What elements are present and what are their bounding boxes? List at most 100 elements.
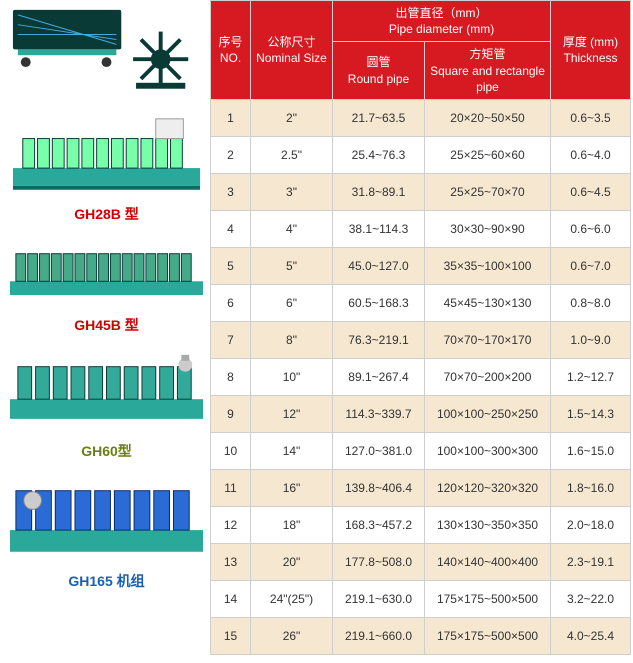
cell-no: 13 xyxy=(211,543,251,580)
table-row: 1424"(25")219.1~630.0175×175~500×5003.2~… xyxy=(211,580,631,617)
header-nominal: 公称尺寸Nominal Size xyxy=(251,1,333,100)
table-row: 1218"168.3~457.2130×130~350×3502.0~18.0 xyxy=(211,506,631,543)
machine-2-image xyxy=(8,234,205,308)
machine-4: GH165 机组 xyxy=(8,471,205,592)
table-row: 1320"177.8~508.0140×140~400×4002.3~19.1 xyxy=(211,543,631,580)
table-row: 78"76.3~219.170×70~170×1701.0~9.0 xyxy=(211,321,631,358)
cell-th: 0.6~7.0 xyxy=(551,247,631,284)
cell-rp: 76.3~219.1 xyxy=(333,321,425,358)
machine-1-image xyxy=(8,109,205,198)
cell-sq: 70×70~200×200 xyxy=(425,358,551,395)
cell-nom: 2" xyxy=(251,99,333,136)
cell-sq: 175×175~500×500 xyxy=(425,580,551,617)
cell-no: 2 xyxy=(211,136,251,173)
header-square: 方矩管Square and rectangle pipe xyxy=(425,42,551,100)
cell-no: 12 xyxy=(211,506,251,543)
cell-sq: 175×175~500×500 xyxy=(425,617,551,654)
cell-sq: 45×45~130×130 xyxy=(425,284,551,321)
cell-nom: 3" xyxy=(251,173,333,210)
cell-nom: 16" xyxy=(251,469,333,506)
cell-rp: 219.1~660.0 xyxy=(333,617,425,654)
header-no: 序号NO. xyxy=(211,1,251,100)
table-header: 序号NO. 公称尺寸Nominal Size 出管直径（mm）Pipe diam… xyxy=(211,1,631,100)
cell-nom: 26" xyxy=(251,617,333,654)
cell-th: 0.8~8.0 xyxy=(551,284,631,321)
page-container: GH28B 型 GH45B 型 xyxy=(0,0,633,655)
table-row: 1116"139.8~406.4120×120~320×3201.8~16.0 xyxy=(211,469,631,506)
table-row: 44"38.1~114.330×30~90×900.6~6.0 xyxy=(211,210,631,247)
cell-rp: 21.7~63.5 xyxy=(333,99,425,136)
cell-th: 1.8~16.0 xyxy=(551,469,631,506)
machine-2-label: GH45B 型 xyxy=(8,315,205,335)
cell-no: 15 xyxy=(211,617,251,654)
table-body: 12"21.7~63.520×20~50×500.6~3.522.5"25.4~… xyxy=(211,99,631,654)
cell-th: 1.2~12.7 xyxy=(551,358,631,395)
cell-no: 10 xyxy=(211,432,251,469)
cell-sq: 120×120~320×320 xyxy=(425,469,551,506)
cell-rp: 38.1~114.3 xyxy=(333,210,425,247)
cell-rp: 25.4~76.3 xyxy=(333,136,425,173)
header-thickness: 厚度 (mm)Thickness xyxy=(551,1,631,100)
header-diameter-group: 出管直径（mm）Pipe diameter (mm) xyxy=(333,1,551,42)
spec-table: 序号NO. 公称尺寸Nominal Size 出管直径（mm）Pipe diam… xyxy=(210,0,631,655)
table-row: 55"45.0~127.035×35~100×1000.6~7.0 xyxy=(211,247,631,284)
cell-nom: 5" xyxy=(251,247,333,284)
cell-nom: 18" xyxy=(251,506,333,543)
cell-rp: 219.1~630.0 xyxy=(333,580,425,617)
cell-th: 0.6~6.0 xyxy=(551,210,631,247)
table-row: 33"31.8~89.125×25~70×700.6~4.5 xyxy=(211,173,631,210)
cell-th: 1.0~9.0 xyxy=(551,321,631,358)
machine-1: GH28B 型 xyxy=(8,109,205,225)
machine-0-image xyxy=(8,5,205,94)
machine-3-label: GH60型 xyxy=(8,441,205,461)
table-row: 12"21.7~63.520×20~50×500.6~3.5 xyxy=(211,99,631,136)
cell-rp: 60.5~168.3 xyxy=(333,284,425,321)
cell-no: 14 xyxy=(211,580,251,617)
cell-nom: 4" xyxy=(251,210,333,247)
cell-nom: 24"(25") xyxy=(251,580,333,617)
cell-no: 4 xyxy=(211,210,251,247)
cell-th: 1.5~14.3 xyxy=(551,395,631,432)
cell-nom: 20" xyxy=(251,543,333,580)
cell-sq: 35×35~100×100 xyxy=(425,247,551,284)
cell-th: 0.6~3.5 xyxy=(551,99,631,136)
cell-th: 4.0~25.4 xyxy=(551,617,631,654)
cell-th: 0.6~4.0 xyxy=(551,136,631,173)
cell-th: 2.3~19.1 xyxy=(551,543,631,580)
table-row: 66"60.5~168.345×45~130×1300.8~8.0 xyxy=(211,284,631,321)
cell-th: 2.0~18.0 xyxy=(551,506,631,543)
header-round: 圆管Round pipe xyxy=(333,42,425,100)
cell-no: 1 xyxy=(211,99,251,136)
cell-sq: 70×70~170×170 xyxy=(425,321,551,358)
cell-no: 6 xyxy=(211,284,251,321)
machine-4-label: GH165 机组 xyxy=(8,571,205,591)
cell-no: 7 xyxy=(211,321,251,358)
cell-rp: 139.8~406.4 xyxy=(333,469,425,506)
cell-nom: 2.5" xyxy=(251,136,333,173)
cell-th: 0.6~4.5 xyxy=(551,173,631,210)
table-row: 1526"219.1~660.0175×175~500×5004.0~25.4 xyxy=(211,617,631,654)
cell-sq: 30×30~90×90 xyxy=(425,210,551,247)
cell-no: 9 xyxy=(211,395,251,432)
cell-th: 1.6~15.0 xyxy=(551,432,631,469)
cell-rp: 31.8~89.1 xyxy=(333,173,425,210)
cell-sq: 25×25~60×60 xyxy=(425,136,551,173)
cell-no: 3 xyxy=(211,173,251,210)
cell-nom: 10" xyxy=(251,358,333,395)
cell-rp: 114.3~339.7 xyxy=(333,395,425,432)
cell-sq: 130×130~350×350 xyxy=(425,506,551,543)
cell-no: 5 xyxy=(211,247,251,284)
cell-no: 11 xyxy=(211,469,251,506)
cell-rp: 177.8~508.0 xyxy=(333,543,425,580)
machine-3: GH60型 xyxy=(8,345,205,461)
machine-4-image xyxy=(8,471,205,565)
machine-0 xyxy=(8,5,205,99)
cell-nom: 12" xyxy=(251,395,333,432)
cell-rp: 89.1~267.4 xyxy=(333,358,425,395)
cell-sq: 100×100~250×250 xyxy=(425,395,551,432)
cell-rp: 45.0~127.0 xyxy=(333,247,425,284)
cell-rp: 127.0~381.0 xyxy=(333,432,425,469)
machine-3-image xyxy=(8,345,205,434)
cell-sq: 20×20~50×50 xyxy=(425,99,551,136)
machine-sidebar: GH28B 型 GH45B 型 xyxy=(0,0,210,655)
